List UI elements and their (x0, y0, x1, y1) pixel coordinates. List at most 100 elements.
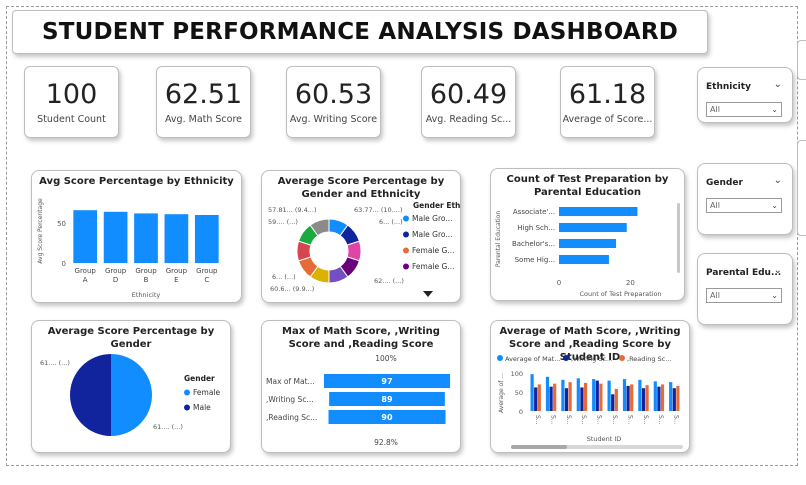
slicer-value: All (710, 291, 720, 300)
legend-entry: Female (193, 388, 221, 397)
kpi-label: Avg. Writing Score (289, 114, 378, 125)
legend-marker (403, 215, 409, 222)
chart-title: Max of Math Score, ,Writing Score and ,R… (282, 326, 440, 350)
legend-entry: ,Writing Sc... (571, 355, 612, 363)
bar (672, 388, 676, 411)
kpi-student-count[interactable]: 100 Student Count (24, 66, 119, 138)
bar (194, 215, 219, 263)
legend-marker (184, 404, 190, 411)
data-label: 6... (...) (272, 273, 296, 281)
legend-entry: ,Reading Sc... (627, 355, 671, 363)
kpi-label: Average of Score... (562, 114, 653, 125)
bar (545, 376, 550, 411)
chart-test-prep-card[interactable]: Count of Test Preparation by Parental Ed… (490, 168, 685, 301)
chart-test-prep: Associate'... High Sch... Bachelor's... Som… (495, 203, 680, 298)
chevron-down-icon[interactable]: ⌄ (773, 79, 782, 90)
chart-max-scores-card[interactable]: Max of Math Score, ,Writing Score and ,R… (261, 320, 461, 453)
kpi-avg-reading[interactable]: 60.49 Avg. Reading Sc... (421, 66, 516, 138)
bar (559, 255, 609, 264)
bar (530, 374, 534, 411)
chart-gender-ethnicity-card[interactable]: Average Score Percentage by Gender and E… (261, 170, 461, 303)
bar (614, 388, 618, 411)
chart-gender-card[interactable]: Average Score Percentage by Gender 61...… (31, 320, 231, 453)
slicer-ethnicity[interactable]: Ethnicity ⌄ All ⌄ (697, 67, 793, 123)
data-label: 62.... (...) (374, 277, 404, 285)
bar (645, 385, 649, 411)
slicer-dropdown[interactable]: All ⌄ (706, 198, 782, 213)
chart-student-id-card[interactable]: Average of Math Score, ,Writing Score an… (490, 320, 690, 453)
slicer-dropdown[interactable]: All ⌄ (706, 288, 782, 303)
bar (103, 211, 128, 263)
chevron-down-icon: ⌄ (771, 291, 778, 300)
chart-max-scores: 100% 97 Max of Mat... 89 ,Writing Sc... 90 ,Re… (266, 354, 451, 447)
dashboard-title-card: STUDENT PERFORMANCE ANALYSIS DASHBOARD (12, 10, 708, 54)
bar (559, 207, 638, 216)
data-label: 90 (381, 413, 393, 422)
y-tick-label: Bachelor's... (512, 240, 555, 248)
bar (595, 380, 599, 411)
legend-marker (184, 389, 190, 396)
x-tick-label: Group (75, 267, 97, 275)
y-tick-label: 100 (511, 370, 523, 378)
bar (537, 384, 541, 411)
chart-student-id: Average of Mat... ,Writing Sc... ,Reading … (497, 355, 683, 449)
category-label: ,Reading Sc... (266, 413, 317, 422)
slicer-dropdown[interactable]: All ⌄ (706, 102, 782, 117)
legend-entry: Male Gro... (412, 230, 453, 239)
legend-scroll-down-icon (423, 291, 433, 297)
kpi-value: 60.53 (294, 79, 373, 110)
chart-title: Average Score Percentage by Gender and E… (277, 176, 445, 200)
funnel-bottom-label: 92.8% (374, 438, 398, 447)
x-tick-label: S... (565, 415, 572, 425)
bar (607, 380, 611, 411)
bar (164, 214, 189, 263)
legend-entry: Male (193, 403, 211, 412)
chart-ethnicity-card[interactable]: Avg Score Percentage by Ethnicity 50 0 Avg… (31, 170, 242, 303)
y-tick-label: 0 (519, 408, 523, 416)
chart-gender-ethnicity: 57.81... (9.4...) 63.77... (10....) 59....… (268, 201, 460, 297)
y-tick-label: Associate'... (513, 208, 555, 216)
chart-gender: 61.... (...) 61.... (...) Gender Female Male (40, 354, 221, 436)
x-tick-label: E (174, 276, 178, 284)
data-label: 61.... (...) (153, 423, 183, 431)
kpi-avg-math[interactable]: 62.51 Avg. Math Score (156, 66, 251, 138)
bar (599, 383, 603, 411)
y-tick-label: 0 (62, 260, 66, 268)
bar (630, 384, 634, 411)
slicer-label: Gender (706, 178, 743, 188)
x-tick-label: Group (105, 267, 127, 275)
slicer-parental-education[interactable]: Parental Edu... ⌄ All ⌄ (697, 253, 793, 325)
legend-entry: Male Gro... (412, 214, 453, 223)
x-tick-label: 0 (557, 279, 561, 287)
x-axis-label: Student ID (587, 435, 622, 443)
filters-pane-edge[interactable] (797, 40, 806, 80)
donut-slice (309, 218, 330, 237)
x-tick-label: S... (673, 415, 680, 425)
bar (669, 382, 673, 411)
x-tick-label: S... (626, 415, 633, 425)
chevron-down-icon[interactable]: ⌄ (773, 265, 782, 276)
filters-pane-edge[interactable] (797, 140, 806, 236)
bar (580, 387, 584, 411)
data-label: 61.... (...) (40, 359, 70, 367)
kpi-avg-score[interactable]: 61.18 Average of Score... (560, 66, 655, 138)
funnel-bar (329, 392, 445, 406)
legend-marker (403, 231, 409, 238)
bar (676, 385, 680, 411)
chevron-down-icon: ⌄ (771, 201, 778, 210)
kpi-avg-writing[interactable]: 60.53 Avg. Writing Score (286, 66, 381, 138)
chart-title: Average Score Percentage by Gender (47, 326, 215, 350)
bar (134, 213, 158, 263)
x-tick-label: Group (135, 267, 157, 275)
bar (638, 379, 642, 411)
x-tick-label: D (113, 276, 118, 284)
y-tick-label: High Sch... (517, 224, 555, 232)
bar (657, 386, 661, 411)
bar (564, 388, 569, 411)
slicer-gender[interactable]: Gender ⌄ All ⌄ (697, 163, 793, 235)
data-label: 57.81... (9.4...) (268, 206, 316, 214)
chevron-down-icon[interactable]: ⌄ (773, 175, 782, 186)
y-axis-label: Parental Education (495, 211, 502, 268)
kpi-label: Avg. Math Score (164, 114, 243, 125)
legend-marker (403, 247, 409, 254)
